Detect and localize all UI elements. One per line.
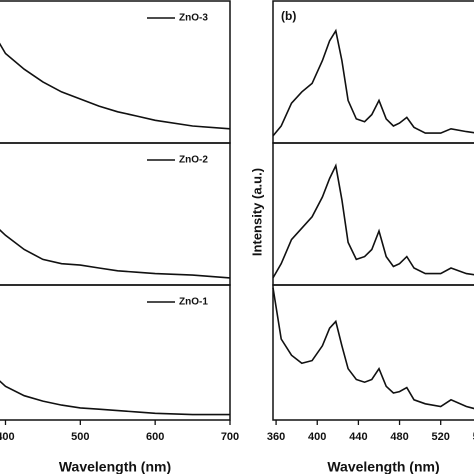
panel-label: (b) xyxy=(281,9,296,23)
x-tick-label: 360 xyxy=(267,431,285,443)
spectrum-line xyxy=(0,42,231,130)
x-tick-label: 400 xyxy=(0,431,15,443)
spectrum-line xyxy=(272,28,474,137)
x-tick-label: 600 xyxy=(146,431,164,443)
x-tick-label: 500 xyxy=(71,431,89,443)
panel-frame xyxy=(0,284,231,421)
spectrum-line xyxy=(272,287,474,410)
legend-label: ZnO-2 xyxy=(179,155,208,166)
spectrum-line xyxy=(0,228,231,279)
x-tick-label: 440 xyxy=(349,431,367,443)
spectrum-line xyxy=(0,380,230,416)
y-axis-label: Intensity (a.u.) xyxy=(249,168,264,256)
panel-frame xyxy=(272,284,474,421)
spectrum-line xyxy=(272,163,474,279)
x-axis-label: Wavelength (nm) xyxy=(59,459,171,474)
panel-frame xyxy=(272,0,474,144)
x-tick-label: 400 xyxy=(308,431,326,443)
x-tick-label: 520 xyxy=(432,431,450,443)
x-axis-label: Wavelength (nm) xyxy=(327,459,439,474)
panel-frame xyxy=(272,142,474,286)
x-tick-label: 700 xyxy=(221,431,239,443)
legend-label: ZnO-1 xyxy=(179,297,208,308)
legend-label: ZnO-3 xyxy=(179,13,208,24)
x-tick-label: 560 xyxy=(473,431,474,443)
x-tick-label: 480 xyxy=(390,431,408,443)
